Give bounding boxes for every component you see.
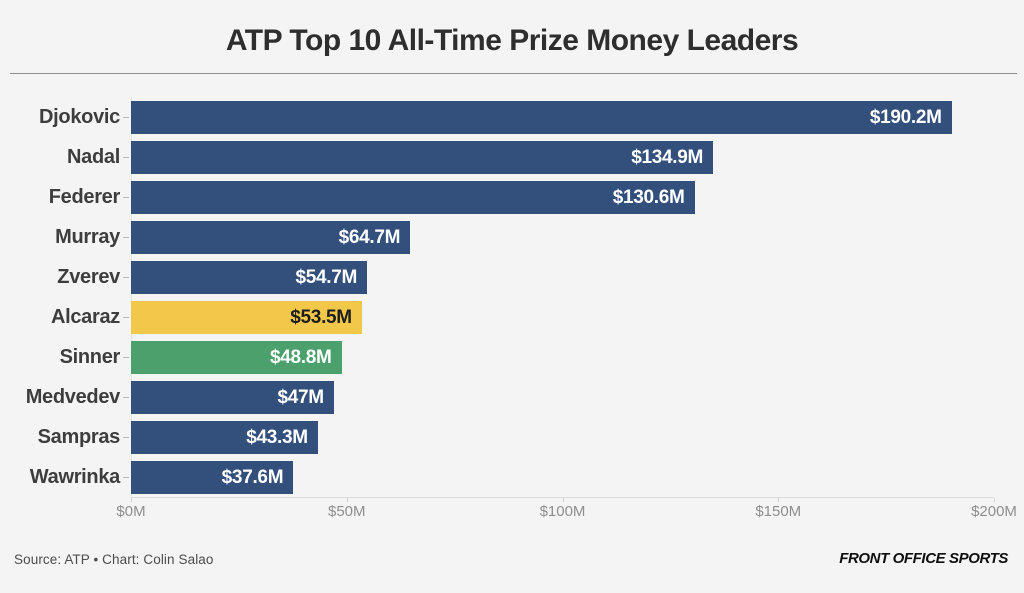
y-axis-tick bbox=[123, 237, 129, 238]
x-axis-tick bbox=[346, 498, 348, 502]
bar-row: Sampras $43.3M bbox=[0, 417, 1024, 457]
value-label: $54.7M bbox=[295, 266, 358, 288]
x-axis-tick bbox=[131, 498, 132, 502]
bar-sinner: $48.8M bbox=[131, 340, 342, 374]
category-label: Federer bbox=[48, 186, 121, 208]
x-axis-tick-label: $50M bbox=[327, 503, 366, 520]
page-title: ATP Top 10 All-Time Prize Money Leaders bbox=[225, 24, 799, 57]
value-label: $190.2M bbox=[869, 106, 942, 128]
bar-track: $64.7M bbox=[131, 220, 994, 254]
bar-row: Medvedev $47M bbox=[0, 377, 1024, 417]
bar-sampras: $43.3M bbox=[131, 420, 318, 454]
category-label: Nadal bbox=[67, 146, 120, 168]
category-label: Murray bbox=[55, 226, 120, 248]
value-label: $134.9M bbox=[631, 146, 704, 168]
bar-nadal: $134.9M bbox=[131, 140, 714, 174]
y-axis-tick bbox=[123, 477, 129, 478]
y-axis-line bbox=[131, 97, 132, 497]
source-credit: Source: ATP • Chart: Colin Salao bbox=[14, 552, 214, 567]
bar-track: $134.9M bbox=[131, 140, 994, 174]
y-axis-tick bbox=[123, 397, 129, 398]
x-axis-tick bbox=[562, 498, 564, 502]
x-axis-tick bbox=[778, 498, 780, 502]
value-label: $130.6M bbox=[612, 186, 685, 208]
bar-medvedev: $47M bbox=[131, 380, 334, 414]
category-label: Zverev bbox=[57, 266, 120, 288]
category-label: Sampras bbox=[37, 426, 121, 448]
x-axis-line bbox=[131, 497, 994, 498]
bar-murray: $64.7M bbox=[131, 220, 411, 254]
value-label: $37.6M bbox=[221, 466, 284, 488]
value-label: $48.8M bbox=[269, 346, 332, 368]
bar-row: Federer $130.6M bbox=[0, 177, 1024, 217]
bar-wawrinka: $37.6M bbox=[131, 460, 294, 494]
title-divider bbox=[10, 73, 1017, 74]
value-label: $47M bbox=[277, 386, 324, 408]
value-label: $64.7M bbox=[338, 226, 401, 248]
bar-track: $48.8M bbox=[131, 340, 994, 374]
x-axis-tick-label: $0M bbox=[116, 503, 146, 520]
bar-row: Djokovic $190.2M bbox=[0, 97, 1024, 137]
x-axis-ticks bbox=[131, 498, 995, 502]
x-axis-labels: $0M $50M $100M $150M $200M bbox=[116, 503, 1017, 523]
x-axis-tick-label: $150M bbox=[755, 503, 802, 520]
bar-row: Wawrinka $37.6M bbox=[0, 457, 1024, 497]
bar-row: Zverev $54.7M bbox=[0, 257, 1024, 297]
bar-row: Murray $64.7M bbox=[0, 217, 1024, 257]
bar-zverev: $54.7M bbox=[131, 260, 368, 294]
value-label: $43.3M bbox=[246, 426, 308, 448]
y-axis-tick bbox=[123, 157, 129, 158]
bar-track: $43.3M bbox=[131, 420, 994, 454]
y-axis-tick bbox=[123, 277, 129, 278]
bar-djokovic: $190.2M bbox=[131, 100, 952, 134]
y-axis-tick bbox=[123, 197, 129, 198]
value-label: $53.5M bbox=[290, 306, 352, 328]
bar-alcaraz: $53.5M bbox=[131, 300, 362, 334]
bar-row: Alcaraz $53.5M bbox=[0, 297, 1024, 337]
category-label: Djokovic bbox=[39, 106, 120, 128]
x-axis-tick-label: $200M bbox=[971, 503, 1017, 520]
y-axis-tick bbox=[123, 357, 129, 358]
bar-track: $47M bbox=[131, 380, 994, 414]
x-axis-tick bbox=[994, 498, 995, 502]
bar-federer: $130.6M bbox=[131, 180, 695, 214]
bar-rows: Djokovic $190.2M Nadal $134.9M Federer $130.6… bbox=[0, 97, 1024, 497]
bar-row: Sinner $48.8M bbox=[0, 337, 1024, 377]
bar-track: $53.5M bbox=[131, 300, 994, 334]
category-label: Sinner bbox=[59, 346, 121, 368]
category-label: Medvedev bbox=[25, 386, 121, 408]
y-axis-tick bbox=[123, 317, 129, 318]
bar-track: $130.6M bbox=[131, 180, 994, 214]
bar-track: $190.2M bbox=[131, 100, 994, 134]
x-axis-tick-label: $100M bbox=[539, 503, 586, 520]
y-axis-tick bbox=[123, 117, 129, 118]
category-label: Alcaraz bbox=[50, 306, 120, 328]
category-label: Wawrinka bbox=[29, 466, 121, 488]
bar-track: $54.7M bbox=[131, 260, 994, 294]
y-axis-tick bbox=[123, 437, 129, 438]
bar-row: Nadal $134.9M bbox=[0, 137, 1024, 177]
bar-track: $37.6M bbox=[131, 460, 994, 494]
bar-chart: Djokovic $190.2M Nadal $134.9M Federer $130.6… bbox=[0, 97, 1024, 520]
front-office-sports-logo: FRONT OFFICE SPORTS bbox=[839, 550, 1008, 567]
